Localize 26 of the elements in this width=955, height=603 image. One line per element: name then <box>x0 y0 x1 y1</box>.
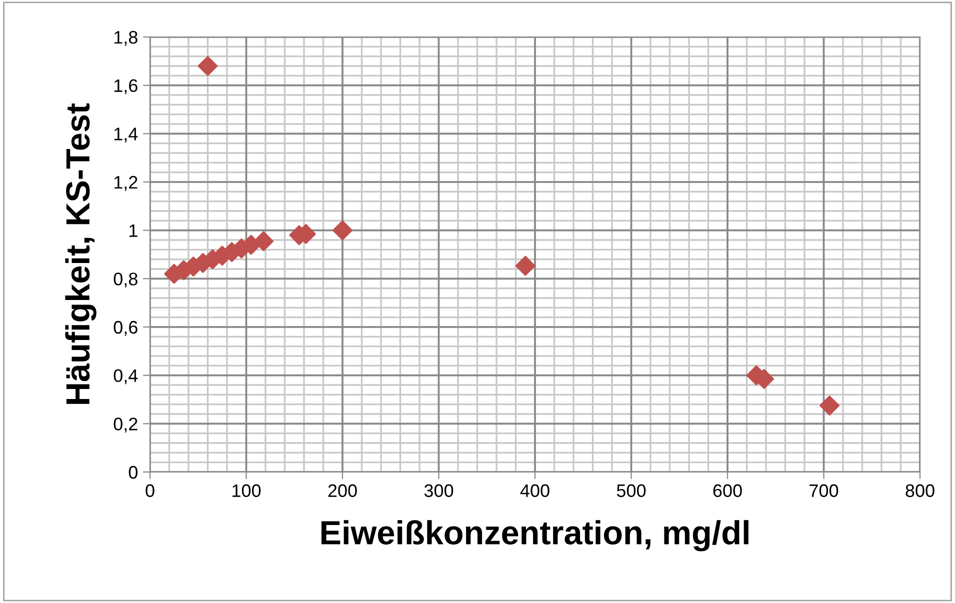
y-tick-label: 0,6 <box>114 320 138 336</box>
x-tick-label: 600 <box>713 484 742 498</box>
x-tick-label: 400 <box>520 484 550 498</box>
y-tick-label: 0,8 <box>114 272 138 288</box>
x-tick-label: 800 <box>906 484 934 498</box>
y-tick-label: 1,6 <box>114 79 138 94</box>
point <box>198 56 218 76</box>
y-tick-label: 1,8 <box>114 30 138 46</box>
point <box>254 231 274 252</box>
x-tick-label: 300 <box>424 484 454 498</box>
y-tick-label: 0 <box>128 466 138 479</box>
y-axis-title: Häufigkeit, KS-Test <box>65 103 96 404</box>
y-tick-label: 0,4 <box>114 369 138 384</box>
point <box>515 256 536 276</box>
x-tick-label: 200 <box>328 484 357 498</box>
x-tick-label: 500 <box>616 484 646 498</box>
x-tick-label: 0 <box>146 484 154 498</box>
point <box>332 220 353 240</box>
y-tick-label: 1,4 <box>114 128 138 143</box>
x-tick-label: 700 <box>810 484 838 498</box>
y-tick-label: 0,2 <box>114 418 138 433</box>
x-tick-label: 100 <box>232 484 261 498</box>
x-axis-title: Eiweißkonzentration, mg/dl <box>321 520 748 552</box>
y-tick-label: 1,2 <box>114 176 138 191</box>
point <box>820 396 840 416</box>
y-tick-label: 1 <box>130 224 138 237</box>
